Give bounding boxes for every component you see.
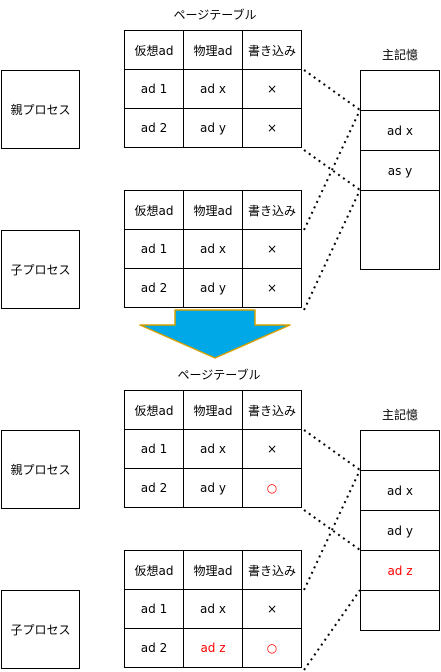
memory-cell — [361, 591, 439, 630]
header-write: 書き込み — [242, 390, 302, 430]
cell-write-allowed: ○ — [242, 628, 302, 668]
parent-process-top: 親プロセス — [1, 70, 80, 149]
child-process-top: 子プロセス — [1, 230, 80, 309]
map-line — [303, 109, 361, 231]
cell-virtual: ad 2 — [124, 268, 184, 308]
parent-process-bottom: 親プロセス — [1, 430, 80, 509]
parent-page-table-bottom: 仮想ad 物理ad 書き込み ad 1 ad x × ad 2 ad y ○ — [124, 390, 302, 508]
header-physical: 物理ad — [183, 30, 243, 70]
cell-write: × — [242, 429, 302, 469]
memory-cell — [361, 431, 439, 471]
memory-cell: as y — [361, 151, 439, 191]
cell-physical: ad x — [183, 429, 243, 469]
header-physical: 物理ad — [183, 190, 243, 230]
header-physical: 物理ad — [183, 390, 243, 430]
parent-process-label: 親プロセス — [10, 103, 71, 117]
map-line — [303, 509, 361, 551]
table-row: ad 2 ad y ○ — [124, 468, 302, 508]
cell-virtual: ad 2 — [124, 628, 184, 668]
page-table-title-top: ページテーブル — [173, 8, 257, 22]
down-arrow-icon — [139, 309, 291, 359]
memory-cell: ad x — [361, 471, 439, 511]
map-line — [303, 589, 361, 671]
header-virtual: 仮想ad — [124, 390, 184, 430]
table-row: ad 1 ad x × — [124, 589, 302, 629]
cell-physical-new: ad z — [183, 628, 243, 668]
cell-physical: ad x — [183, 229, 243, 269]
cell-virtual: ad 1 — [124, 429, 184, 469]
map-line — [303, 69, 361, 111]
map-line — [303, 429, 361, 471]
map-line — [303, 469, 361, 591]
child-page-table-bottom: 仮想ad 物理ad 書き込み ad 1 ad x × ad 2 ad z ○ — [124, 550, 302, 668]
memory-title-bottom: 主記憶 — [381, 408, 418, 422]
cell-physical: ad y — [183, 468, 243, 508]
table-row: ad 1 ad x × — [124, 69, 302, 109]
cell-virtual: ad 1 — [124, 69, 184, 109]
cell-virtual: ad 2 — [124, 108, 184, 148]
parent-process-label: 親プロセス — [10, 463, 71, 477]
table-header-row: 仮想ad 物理ad 書き込み — [124, 550, 302, 590]
header-write: 書き込み — [242, 550, 302, 590]
memory-cell — [361, 71, 439, 111]
table-header-row: 仮想ad 物理ad 書き込み — [124, 390, 302, 430]
main-memory-bottom: ad x ad y ad z — [360, 430, 440, 631]
header-write: 書き込み — [242, 30, 302, 70]
header-virtual: 仮想ad — [124, 550, 184, 590]
cell-virtual: ad 2 — [124, 468, 184, 508]
cell-physical: ad x — [183, 69, 243, 109]
map-line — [303, 149, 361, 191]
memory-cell: ad y — [361, 511, 439, 551]
main-memory-top: ad x as y — [360, 70, 440, 270]
cell-write: × — [242, 108, 302, 148]
memory-title-top: 主記憶 — [381, 48, 418, 62]
header-write: 書き込み — [242, 190, 302, 230]
parent-page-table-top: 仮想ad 物理ad 書き込み ad 1 ad x × ad 2 ad y × — [124, 30, 302, 148]
cell-physical: ad y — [183, 268, 243, 308]
child-page-table-top: 仮想ad 物理ad 書き込み ad 1 ad x × ad 2 ad y × — [124, 190, 302, 308]
cell-virtual: ad 1 — [124, 589, 184, 629]
header-physical: 物理ad — [183, 550, 243, 590]
header-virtual: 仮想ad — [124, 190, 184, 230]
cell-write: × — [242, 69, 302, 109]
page-table-title-bottom: ページテーブル — [177, 368, 261, 382]
cell-write: × — [242, 268, 302, 308]
cell-write: × — [242, 229, 302, 269]
child-process-label: 子プロセス — [10, 263, 71, 277]
table-row: ad 1 ad x × — [124, 229, 302, 269]
table-row: ad 2 ad z ○ — [124, 628, 302, 668]
cell-write: × — [242, 589, 302, 629]
memory-cell — [361, 191, 439, 269]
cell-write-allowed: ○ — [242, 468, 302, 508]
table-header-row: 仮想ad 物理ad 書き込み — [124, 30, 302, 70]
child-process-label: 子プロセス — [10, 623, 71, 637]
child-process-bottom: 子プロセス — [1, 590, 80, 669]
memory-cell: ad x — [361, 111, 439, 151]
table-row: ad 2 ad y × — [124, 108, 302, 148]
cell-physical: ad x — [183, 589, 243, 629]
table-header-row: 仮想ad 物理ad 書き込み — [124, 190, 302, 230]
header-virtual: 仮想ad — [124, 30, 184, 70]
cell-physical: ad y — [183, 108, 243, 148]
table-row: ad 1 ad x × — [124, 429, 302, 469]
memory-cell-new: ad z — [361, 551, 439, 591]
cell-virtual: ad 1 — [124, 229, 184, 269]
map-line — [303, 189, 361, 311]
table-row: ad 2 ad y × — [124, 268, 302, 308]
